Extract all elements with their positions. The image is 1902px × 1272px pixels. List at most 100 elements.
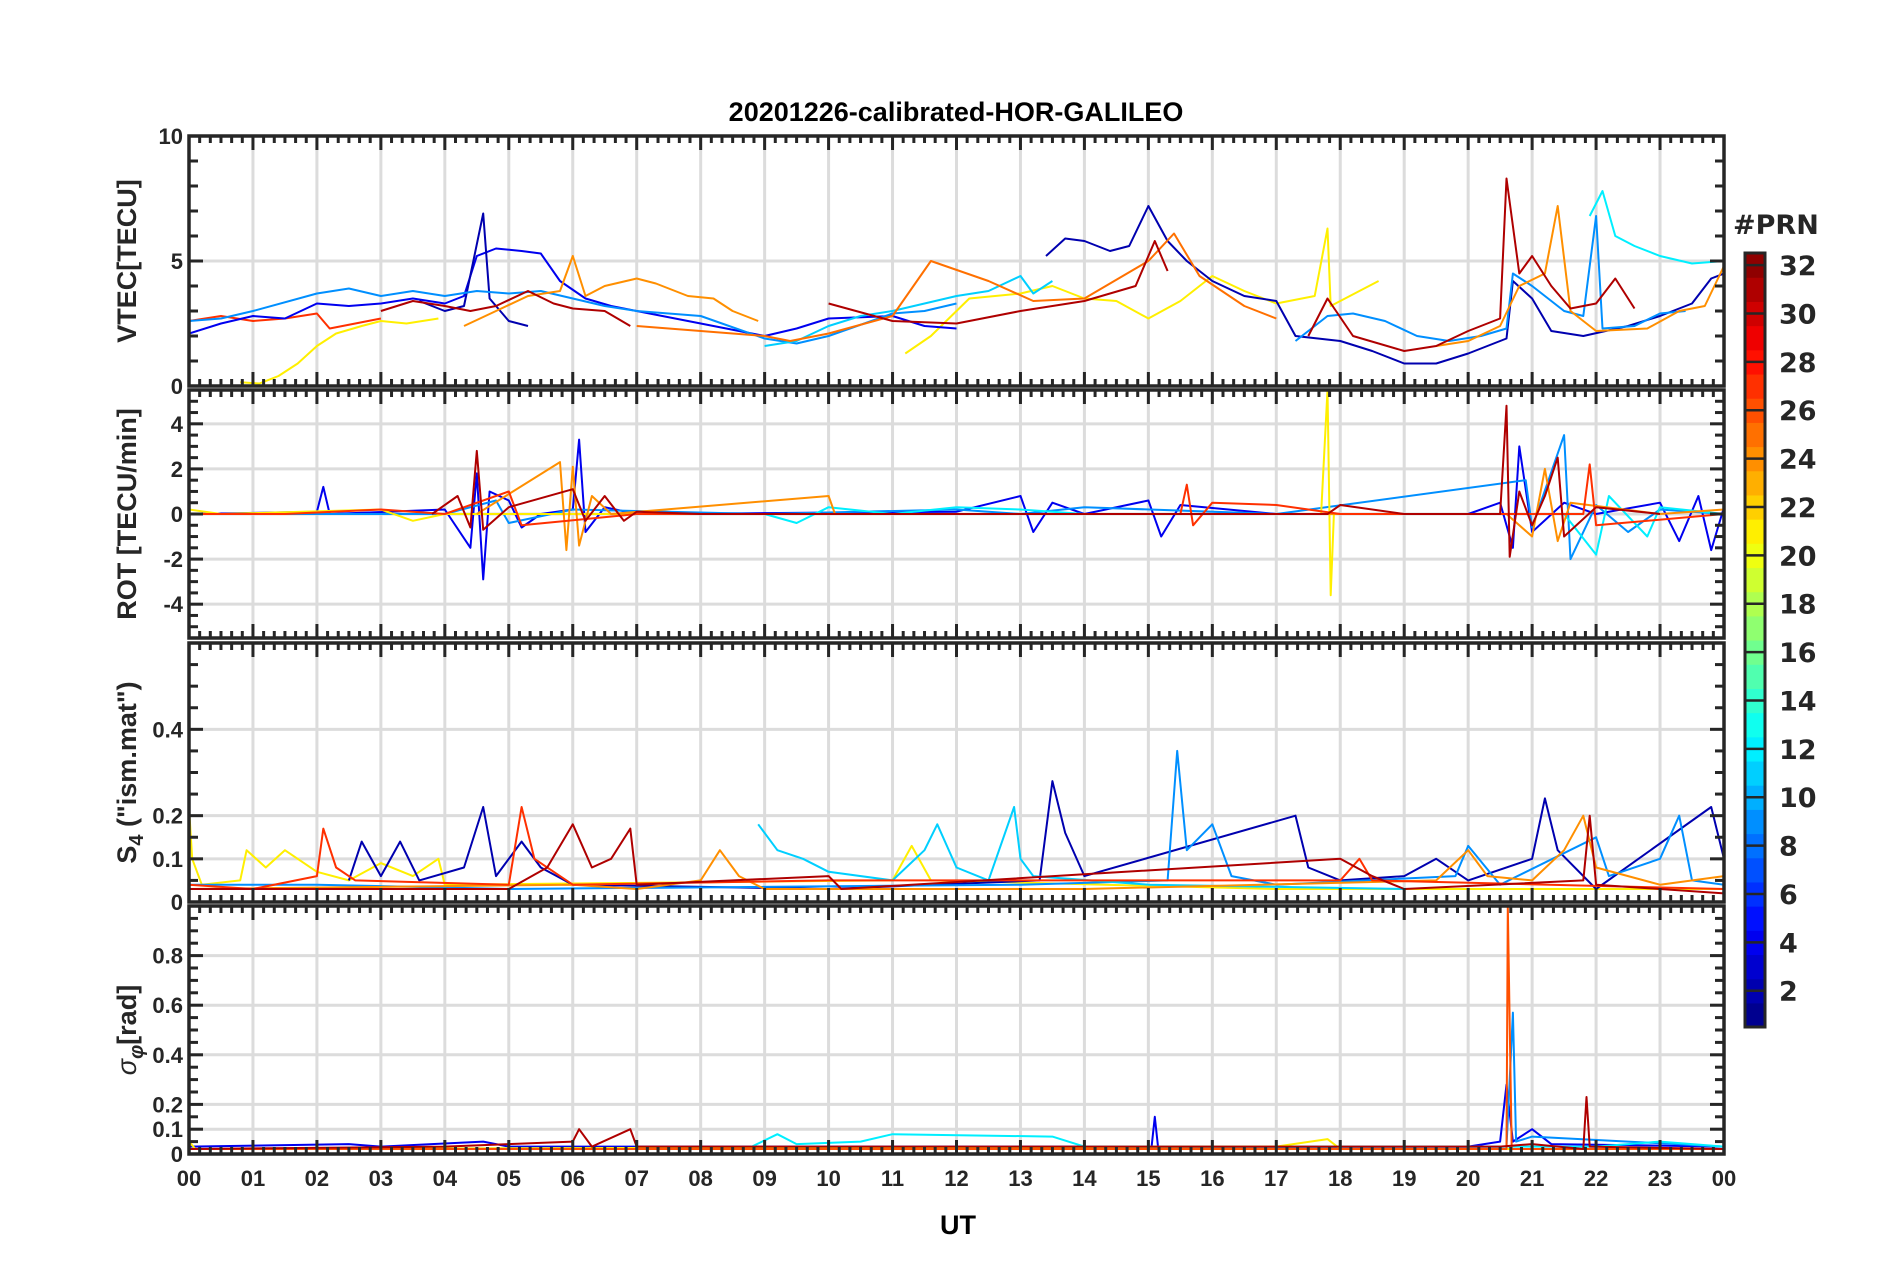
x-tick-label: 17 [1264,1166,1288,1191]
series-group [189,177,1724,385]
x-tick-label: 01 [241,1166,265,1191]
y-axis-label-rest: ("ism.mat") [112,681,142,834]
y-tick-label: 2 [171,457,183,482]
x-tick-label: 19 [1392,1166,1416,1191]
y-axis-label-main: ROT [TECU/min] [112,408,142,619]
series-line-prn-9 [189,287,957,345]
colorbar-tick-label: 8 [1779,832,1798,863]
x-tick-label: 02 [305,1166,329,1191]
colorbar-tick-label: 12 [1779,735,1817,766]
series-line-prn-24 [463,255,759,327]
colorbar-tick-label: 10 [1779,783,1817,814]
series-line-prn-31 [380,290,631,327]
colorbar-tick-label: 28 [1779,348,1817,379]
series-line-prn-11 [764,275,1053,347]
y-tick-label: 0.4 [152,717,183,742]
colorbar-tick-label: 26 [1779,396,1817,427]
x-tick-label: 23 [1648,1166,1672,1191]
x-tick-label: 15 [1136,1166,1160,1191]
x-tick-label: 18 [1328,1166,1352,1191]
panel-rot: -4 -2 0 2 4 ROT [TECU/min] [112,388,1726,640]
series-line-prn-2 [347,780,1724,890]
colorbar-tick-label: 32 [1779,251,1817,282]
y-tick-label: 0.2 [152,804,183,829]
series-line-prn-31 [431,404,1661,558]
series-line-prn-4 [189,247,957,337]
y-tick-label: 0 [171,502,183,527]
colorbar-frame [1743,251,1767,1029]
y-axis-label-sub: φ [126,1045,148,1059]
x-tick-label: 00 [177,1166,201,1191]
x-tick-label: 06 [561,1166,585,1191]
colorbar-swatch [1745,277,1765,302]
y-tick-label: 0 [171,374,183,399]
series-line-prn-21 [189,806,1724,890]
panel-vtec: 0 5 10 VTEC[TECU] [112,124,1726,399]
colorbar-swatch [1745,664,1765,689]
colorbar-swatch [1745,906,1765,931]
colorbar-tick-label: 14 [1779,686,1817,717]
y-tick-label: 0 [171,1142,183,1167]
x-tick-label: 22 [1584,1166,1608,1191]
y-tick-label: -4 [163,592,183,617]
series-line-prn-11 [757,806,1405,890]
x-tick-label: 13 [1008,1166,1032,1191]
series-line-prn-21 [240,317,439,385]
y-tick-label: 5 [171,249,183,274]
colorbar-swatch [1745,519,1765,544]
chart-title: 20201226-calibrated-HOR-GALILEO [729,97,1184,127]
series-line-prn-31 [189,814,1724,895]
y-axis-label: S4 ("ism.mat") [112,681,148,863]
x-tick-label: 03 [369,1166,393,1191]
x-tick-label: 10 [816,1166,840,1191]
colorbar-tick-label: 24 [1779,445,1817,476]
series-line-prn-27 [189,312,382,330]
x-tick-label: 04 [433,1166,458,1191]
series-line-prn-31 [828,240,1169,325]
series-line-prn-9 [1294,215,1686,342]
axes-box [187,641,1726,904]
x-tick-label: 07 [624,1166,648,1191]
y-axis-label-sub: 4 [126,834,148,846]
y-axis-label: VTEC[TECU] [112,179,142,343]
panel-sigma: 00.10.20.40.60.8σφ[rad]00 01 02 03 04 05 06 07 0… [112,904,1736,1191]
x-tick-label: 00 [1712,1166,1736,1191]
series-line-prn-24 [476,461,1724,552]
series-group [189,749,1724,895]
series-line-prn-21 [904,227,1380,355]
colorbar-swatch [1745,712,1765,738]
series-line-prn-4 [189,1083,1724,1148]
x-tick-label: 21 [1520,1166,1544,1191]
colorbar-swatch [1745,809,1765,835]
colorbar-tick-label: 2 [1779,977,1798,1008]
colorbar-tick-label: 4 [1779,928,1798,959]
x-tick-label: 12 [944,1166,968,1191]
y-axis-label: ROT [TECU/min] [112,408,142,619]
y-axis-label-main: σ [112,1057,142,1075]
y-tick-label: 0 [171,890,183,915]
series-line-prn-2 [418,212,529,327]
y-axis-label-main: S [112,846,142,864]
colorbar-tick-label: 6 [1779,880,1798,911]
colorbar-swatch [1745,422,1765,448]
series-group [189,390,1724,597]
colorbar-swatch [1745,760,1765,786]
x-axis-label: UT [940,1210,976,1240]
y-tick-label: 0.8 [152,944,183,969]
y-axis-label: σφ[rad] [112,985,148,1075]
x-tick-label: 20 [1456,1166,1480,1191]
series-line-prn-12 [751,1133,1724,1148]
y-tick-label: 10 [159,124,183,149]
colorbar-swatch [1745,857,1765,883]
colorbar-swatch [1745,470,1765,496]
series-line-prn-31 [1307,177,1636,352]
x-tick-label: 16 [1200,1166,1224,1191]
colorbar-tick-label: 30 [1779,299,1817,330]
y-tick-label: 0.2 [152,1092,183,1117]
series-line-prn-21 [189,390,1405,597]
series-line-prn-12 [1588,190,1724,265]
colorbar-swatch [1745,567,1765,593]
colorbar-swatch [1745,1002,1765,1028]
